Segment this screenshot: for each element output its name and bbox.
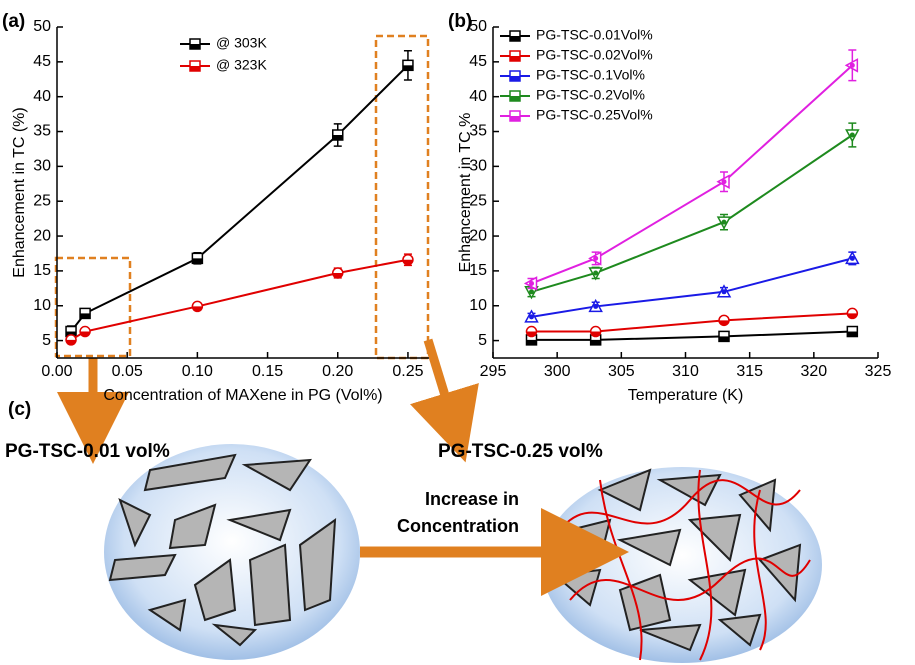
highlight-box [54,256,132,358]
point-fill [849,132,855,138]
x-tick-label: 0.00 [41,363,72,380]
point-fill [593,255,599,261]
point-fill [66,331,77,337]
x-tick-label: 0.10 [182,363,213,380]
y-tick-label: 35 [469,123,487,140]
point-fill [526,339,537,345]
x-tick-label: 305 [608,363,635,380]
highlight-box [374,34,430,360]
legend-label: @ 323K [216,57,267,73]
y-tick-label: 50 [469,18,487,35]
arrow-label: Concentration [397,516,519,536]
point-fill [332,135,343,141]
y-tick-label: 10 [33,297,51,314]
x-tick-label: 0.25 [392,363,423,380]
point-fill [192,306,203,312]
point-fill [721,219,727,225]
point-fill [80,331,91,337]
arrow [410,338,479,463]
y-axis-label: Enhancement in TC % [457,113,474,273]
series-line [531,64,854,285]
point-fill [529,314,534,320]
x-tick-label: 0.20 [322,363,353,380]
panel-label: (b) [448,11,472,32]
y-tick-label: 15 [469,262,487,279]
x-tick-label: 320 [800,363,827,380]
y-tick-label: 50 [33,18,51,35]
panel-label: (c) [8,399,31,420]
x-tick-label: 325 [865,363,892,380]
point-fill [66,339,77,345]
legend-marker [510,116,520,121]
y-tick-label: 30 [469,158,487,175]
legend-label: PG-TSC-0.1Vol% [536,67,645,83]
point-fill [332,272,343,278]
legend-marker [510,76,520,81]
y-tick-label: 10 [469,297,487,314]
sample-label: PG-TSC-0.25 vol% [438,441,603,462]
y-tick-label: 35 [33,123,51,140]
legend-marker [510,36,520,41]
y-tick-label: 5 [42,332,51,349]
x-axis-label: Concentration of MAXene in PG (Vol%) [103,387,382,404]
point-fill [590,331,601,337]
point-fill [719,320,729,326]
legend-marker [190,66,200,71]
point-fill [849,255,855,261]
x-tick-label: 310 [672,363,699,380]
point-fill [192,258,203,264]
x-tick-label: 315 [736,363,763,380]
y-tick-label: 25 [469,192,487,209]
point-fill [849,62,855,68]
series-line [531,330,853,341]
point-fill [80,313,91,319]
legend-label: @ 303K [216,35,267,51]
y-tick-label: 5 [478,332,487,349]
series-line [70,64,409,333]
legend-marker [510,56,520,61]
y-tick-label: 45 [33,53,51,70]
y-tick-label: 30 [33,158,51,175]
point-fill [402,65,413,71]
point-fill [526,331,537,337]
legend-label: PG-TSC-0.2Vol% [536,87,645,103]
arrow-label: Increase in [425,489,519,509]
x-axis-label: Temperature (K) [628,387,744,404]
sample-label: PG-TSC-0.01 vol% [5,441,170,462]
series-line [531,257,853,318]
x-tick-label: 300 [544,363,571,380]
legend-marker [510,96,520,101]
series-line [531,312,853,333]
point-fill [847,331,858,337]
point-fill [590,339,601,345]
y-tick-label: 40 [469,88,487,105]
legend-label: PG-TSC-0.25Vol% [536,107,653,123]
x-tick-label: 0.15 [252,363,283,380]
y-tick-label: 15 [33,262,51,279]
x-tick-label: 295 [480,363,507,380]
series-line [70,258,409,341]
point-fill [529,280,534,286]
y-tick-label: 20 [33,227,51,244]
point-fill [847,313,858,319]
y-tick-label: 20 [469,227,487,244]
point-fill [402,259,413,265]
legend-marker [190,44,200,49]
point-fill [719,336,729,342]
legend-label: PG-TSC-0.02Vol% [536,47,653,63]
y-axis-label: Enhancement in TC (%) [11,107,28,277]
point-fill [721,179,727,185]
y-tick-label: 40 [33,88,51,105]
point-fill [529,289,534,295]
x-tick-label: 0.05 [112,363,143,380]
y-tick-label: 25 [33,192,51,209]
panel-label: (a) [2,11,25,32]
series-line [531,134,853,293]
y-tick-label: 45 [469,53,487,70]
legend-label: PG-TSC-0.01Vol% [536,27,653,43]
point-fill [593,270,599,276]
point-fill [721,289,727,295]
point-fill [593,303,599,309]
